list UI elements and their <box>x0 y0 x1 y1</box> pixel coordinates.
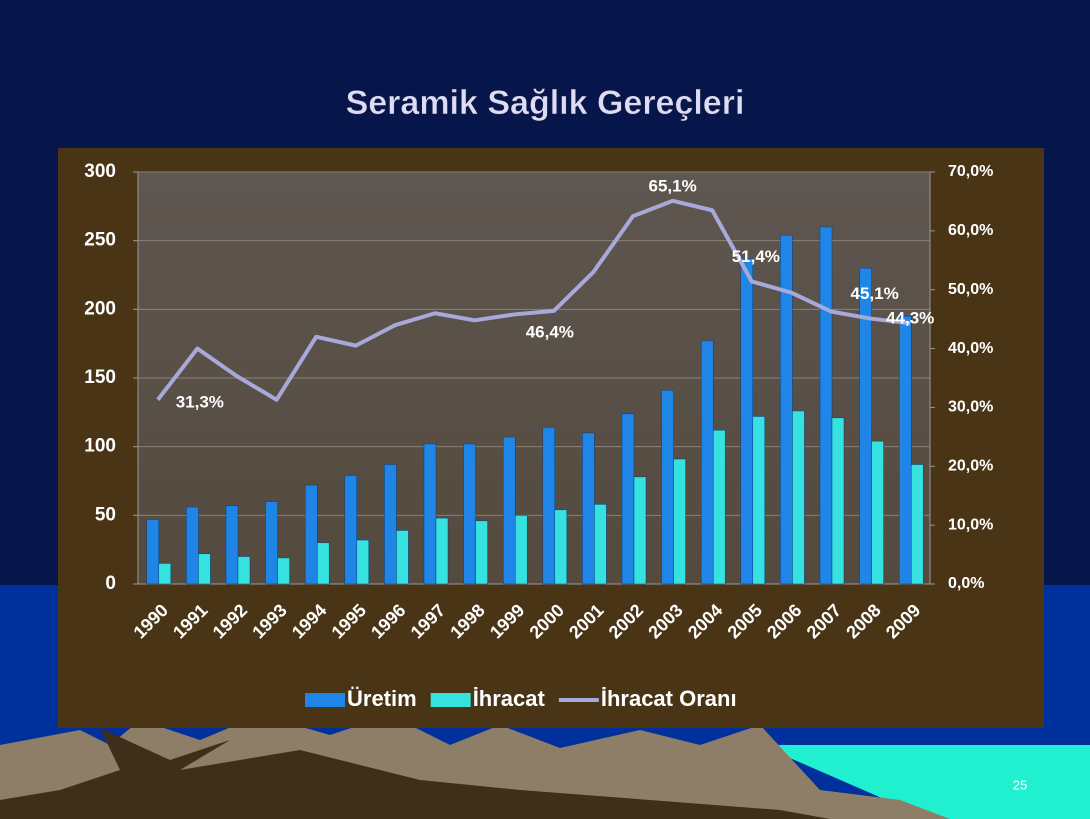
bar <box>198 553 211 585</box>
bar <box>146 519 160 585</box>
bar <box>542 427 556 585</box>
decor-shape <box>760 745 1090 819</box>
y2-tick-label: 60,0% <box>948 222 993 239</box>
y2-tick-label: 10,0% <box>948 516 993 533</box>
y-tick-label: 100 <box>84 436 116 457</box>
bar <box>752 416 766 585</box>
y-tick-label: 200 <box>84 298 116 319</box>
bar <box>344 475 358 585</box>
legend-label: İhracat Oranı <box>601 686 737 711</box>
bar <box>475 520 488 585</box>
bar <box>594 504 607 585</box>
bar <box>554 509 568 585</box>
legend-marker <box>430 693 471 707</box>
y2-tick-label: 0,0% <box>948 575 984 592</box>
mountain-shadow <box>0 728 830 819</box>
page-number: 25 <box>1013 777 1027 792</box>
data-label: 31,3% <box>176 392 224 411</box>
bar <box>277 557 290 585</box>
bar <box>819 226 833 585</box>
bar <box>740 258 754 585</box>
bar <box>712 429 726 585</box>
legend-label: İhracat <box>473 686 546 711</box>
data-label: 44,3% <box>886 309 934 328</box>
bar <box>792 410 805 585</box>
data-label: 45,1% <box>850 284 898 303</box>
bar <box>435 517 449 585</box>
bar <box>898 315 912 585</box>
bar <box>780 234 793 585</box>
bar <box>514 515 528 585</box>
y-tick-label: 150 <box>84 367 116 388</box>
bar <box>502 436 516 585</box>
bar <box>186 506 199 585</box>
bar <box>700 340 714 585</box>
bar <box>661 390 674 585</box>
y2-tick-label: 40,0% <box>948 340 993 357</box>
bar <box>582 432 595 585</box>
y2-tick-label: 30,0% <box>948 399 993 416</box>
bar <box>673 458 686 585</box>
bar <box>316 542 330 585</box>
bar <box>871 440 884 585</box>
bar <box>633 476 647 585</box>
bar <box>859 267 872 585</box>
bar <box>621 413 635 585</box>
data-label: 65,1% <box>648 176 696 195</box>
bar <box>396 530 409 585</box>
slide-title: Seramik Sağlık Gereçleri <box>346 84 745 122</box>
bar <box>423 443 437 585</box>
bar <box>237 556 251 585</box>
y-tick-label: 250 <box>84 230 116 251</box>
data-label: 46,4% <box>526 322 574 341</box>
bar <box>356 539 370 585</box>
bar <box>910 464 924 585</box>
bar <box>304 484 318 585</box>
bar <box>265 501 278 585</box>
bar <box>158 563 172 585</box>
line <box>156 198 911 402</box>
bar <box>225 505 239 585</box>
y-tick-label: 0 <box>105 573 116 594</box>
y2-tick-label: 50,0% <box>948 281 993 298</box>
legend-label: Üretim <box>347 686 417 711</box>
legend-marker <box>305 693 345 707</box>
y2-tick-label: 20,0% <box>948 458 993 475</box>
bar <box>384 464 397 585</box>
y2-tick-label: 70,0% <box>948 163 993 180</box>
y-tick-label: 300 <box>84 161 116 182</box>
bar <box>463 443 476 585</box>
data-label: 51,4% <box>732 247 780 266</box>
bar <box>831 417 845 585</box>
y-tick-label: 50 <box>95 504 116 525</box>
